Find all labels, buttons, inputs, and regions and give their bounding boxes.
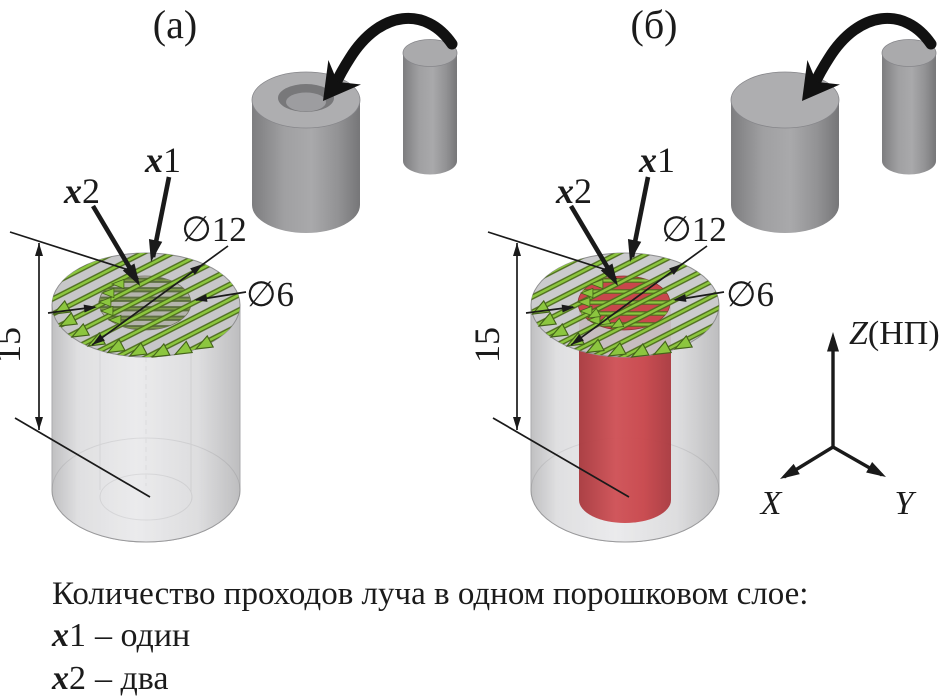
caption-item-x1: x1– один [52,617,191,654]
x2-label-a: x2 [63,171,100,211]
powder-feeder-b [730,12,937,233]
feed-arrow-icon-a [306,12,458,114]
caption: Количество проходов луча в одном порошко… [52,574,808,698]
feed-arrow-icon-b [785,12,937,114]
x1-label-a: x1 [144,140,181,180]
dia12-label-b: ∅12 [661,210,727,249]
dia12-label-a: ∅12 [181,210,247,249]
height-dim-label-a: 15 [0,327,28,363]
powder-feeder-a [251,12,458,233]
axis-triad: Z(НП) X Y [759,315,940,522]
axis-y-label: Y [895,485,917,522]
axis-z-label: Z(НП) [849,315,940,352]
panel-a-label: (а) [153,2,197,47]
dia6-label-a: ∅6 [246,275,294,314]
dia6-label-b: ∅6 [726,275,774,314]
axis-x-label: X [759,485,783,522]
panel-a: (а) [0,2,458,543]
specimen-cylinder-b [530,252,720,543]
diagram-svg: (а) [0,2,940,543]
caption-item-x2: x2– два [52,660,169,697]
specimen-cylinder-a [51,252,241,543]
x2-label-b: x2 [555,171,592,211]
x1-label-b: x1 [638,140,675,180]
panel-b-label: (б) [631,2,678,47]
caption-title: Количество проходов луча в одном порошко… [52,576,809,612]
melted-core-b [579,303,671,523]
height-dim-label-b: 15 [467,327,507,363]
panel-b: (б) [467,2,937,543]
